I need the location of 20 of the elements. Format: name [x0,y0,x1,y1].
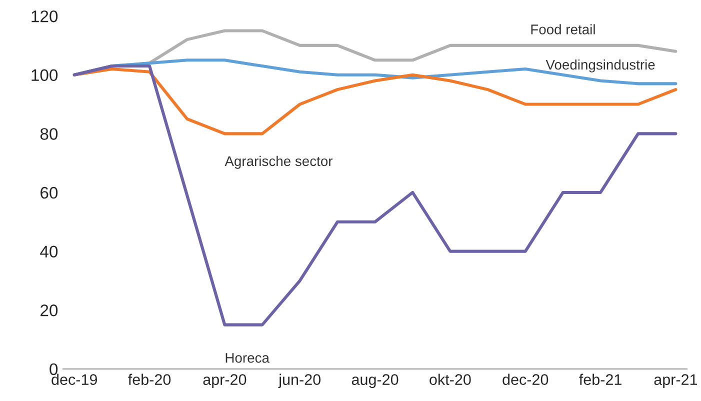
x-tick-label: okt-20 [430,374,471,386]
x-tick-label: feb-21 [579,374,622,386]
y-tick-label: 120 [32,10,58,22]
text: Horeca [226,353,270,363]
x-tick-label: apr-21 [654,374,698,388]
y-tick-label: 40 [40,246,58,258]
y-tick-label: 60 [40,186,58,199]
series-label: Agrarische sector [224,156,333,169]
y-tick-label: 80 [40,128,58,140]
x-tick-label: feb-20 [128,374,171,386]
series-label: Voedingsindustrie [546,59,655,72]
y-tick-label: 0 [50,363,58,376]
x-tick-label: jun-20 [278,374,321,388]
x-tick-label: dec-20 [502,374,548,386]
y-tick-label: 100 [32,69,58,82]
y-tick-label: 20 [40,304,58,316]
series-label: Food retail [531,24,595,34]
x-tick-label: aug-20 [352,374,398,388]
x-tick-label: apr-20 [203,374,246,388]
x-tick-label: dec-19 [52,374,97,386]
